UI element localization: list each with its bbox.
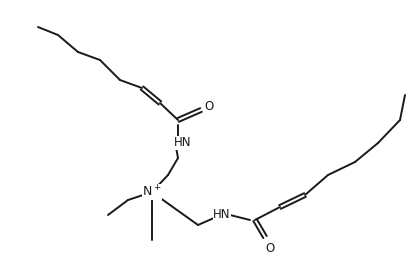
Text: O: O bbox=[266, 242, 275, 254]
Text: HN: HN bbox=[213, 209, 231, 221]
Text: HN: HN bbox=[174, 136, 192, 150]
Text: N$^+$: N$^+$ bbox=[142, 184, 162, 200]
Text: O: O bbox=[204, 99, 214, 112]
